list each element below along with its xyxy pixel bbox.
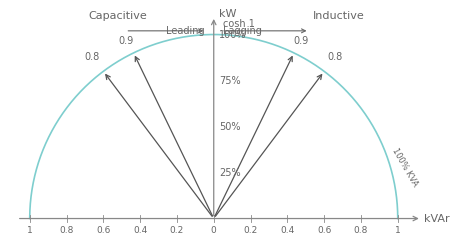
Text: kW: kW bbox=[219, 9, 237, 19]
Text: 0.9: 0.9 bbox=[294, 36, 309, 45]
Text: kVAr: kVAr bbox=[423, 213, 449, 224]
Text: Capacitive: Capacitive bbox=[89, 11, 148, 21]
Text: 0: 0 bbox=[211, 226, 216, 235]
Text: 0.2: 0.2 bbox=[170, 226, 184, 235]
Text: 0.8: 0.8 bbox=[328, 52, 343, 62]
Text: 1: 1 bbox=[395, 226, 400, 235]
Text: 100% KVA: 100% KVA bbox=[390, 146, 419, 188]
Text: 0.4: 0.4 bbox=[280, 226, 294, 235]
Text: 1: 1 bbox=[27, 226, 32, 235]
Text: 0.6: 0.6 bbox=[96, 226, 111, 235]
Text: 0.8: 0.8 bbox=[59, 226, 74, 235]
Text: 0.6: 0.6 bbox=[317, 226, 331, 235]
Text: 0.8: 0.8 bbox=[85, 52, 100, 62]
Text: 0.2: 0.2 bbox=[243, 226, 258, 235]
Text: 50%: 50% bbox=[219, 121, 241, 131]
Text: 100%: 100% bbox=[219, 30, 247, 39]
Text: 75%: 75% bbox=[219, 76, 241, 85]
Text: Lagging: Lagging bbox=[223, 26, 262, 36]
Text: 0.8: 0.8 bbox=[354, 226, 368, 235]
Text: 0.9: 0.9 bbox=[118, 36, 134, 45]
Text: 0.4: 0.4 bbox=[133, 226, 147, 235]
Text: Inductive: Inductive bbox=[313, 11, 365, 21]
Text: Leading: Leading bbox=[166, 26, 205, 36]
Text: 25%: 25% bbox=[219, 167, 241, 178]
Text: cosh 1: cosh 1 bbox=[223, 19, 255, 29]
